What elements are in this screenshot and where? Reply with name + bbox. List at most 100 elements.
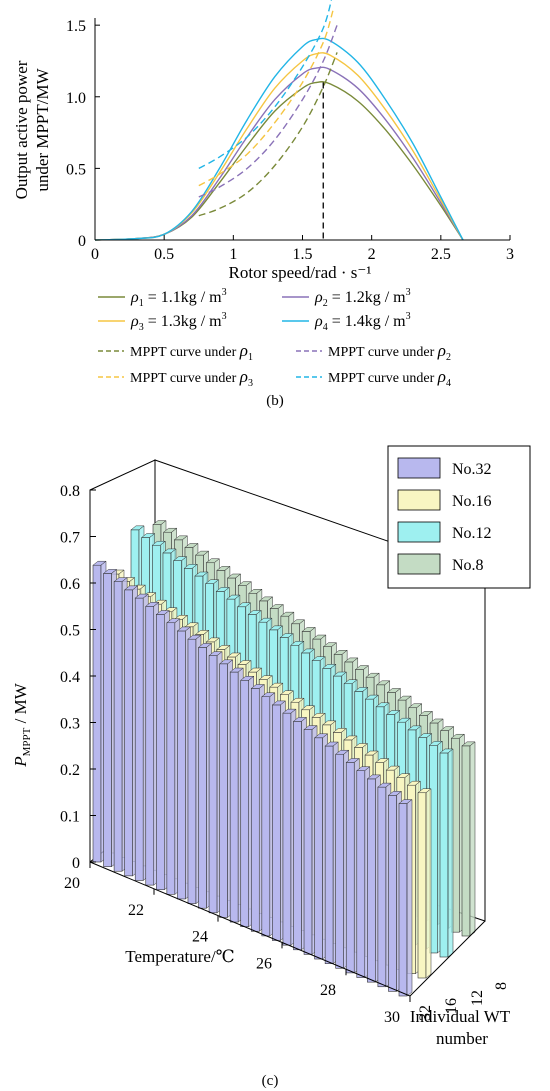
- legend-label: ρ2 = 1.2kg / m3: [314, 287, 411, 309]
- caption-b: (b): [266, 393, 284, 409]
- legend-label: No.12: [452, 525, 492, 542]
- x-tick-label: 0: [91, 246, 99, 263]
- bar-side-face: [406, 799, 413, 997]
- bar-no32-18: [272, 704, 281, 941]
- bar-no32-12: [208, 655, 218, 914]
- bar-no32-3: [113, 581, 123, 872]
- bar-no32-10: [187, 638, 197, 904]
- z-tick-label: 0.4: [60, 669, 80, 686]
- series-line-7: [198, 10, 334, 187]
- y-axis-label-c: Individual WT number: [410, 1007, 514, 1048]
- z-axis-label: PMPPT / MW: [11, 682, 33, 767]
- bar-no12-30: [439, 752, 449, 958]
- legend-swatch: [397, 553, 441, 575]
- series-line-6: [198, 24, 338, 198]
- bar-no32-15: [240, 679, 250, 927]
- legend-label: MPPT curve under ρ1: [130, 341, 253, 363]
- bar-no32-27: [367, 778, 376, 983]
- bar-no8-30: [461, 745, 471, 937]
- bar-no32-25: [345, 762, 355, 974]
- bar-no32-5: [134, 597, 144, 881]
- bar-no32-13: [219, 663, 228, 918]
- legend-b: ρ1 = 1.1kg / m3 ρ2 = 1.2kg / m3 ρ3 = 1.3kg…: [98, 287, 451, 389]
- z-tick-label: 0.2: [60, 762, 80, 779]
- y-tick-label: 1.5: [66, 18, 86, 35]
- bar-no32-24: [335, 753, 344, 969]
- y-tick-label: 12: [469, 990, 486, 1006]
- y-tick-label: 0: [78, 233, 86, 250]
- bar-no32-16: [250, 688, 260, 932]
- bar-no32-2: [103, 573, 112, 867]
- legend-label: MPPT curve under ρ2: [328, 341, 451, 363]
- x-tick-label: 3: [506, 246, 514, 263]
- y-axis-label-line1: Output active power: [12, 60, 31, 199]
- bar-no32-30: [398, 803, 408, 997]
- bar-no32-6: [145, 605, 155, 886]
- bar-no32-11: [198, 647, 207, 909]
- x-tick-label: 20: [64, 875, 80, 892]
- legend-c: No.32 No.16 No.12 No.8: [387, 445, 531, 589]
- x-tick-label: 1: [229, 246, 237, 263]
- legend-label: ρ3 = 1.3kg / m3: [130, 311, 227, 333]
- legend-swatch: [397, 457, 441, 479]
- legend-swatch: [397, 489, 441, 511]
- legend-label: ρ1 = 1.1kg / m3: [130, 287, 227, 309]
- x-tick-label: 30: [384, 1009, 400, 1026]
- bar-no32-23: [324, 745, 334, 964]
- x-tick-label: 22: [128, 902, 144, 919]
- y-tick-label: 8: [493, 982, 510, 990]
- bar-no32-19: [282, 712, 292, 946]
- bar-no32-28: [377, 786, 387, 988]
- x-tick-label: 26: [256, 955, 272, 972]
- bar-no16-30: [417, 792, 427, 979]
- legend-label: MPPT curve under ρ3: [130, 367, 253, 389]
- legend-label: MPPT curve under ρ4: [328, 367, 451, 389]
- bar-no32-20: [293, 721, 302, 951]
- bar-no32-14: [229, 671, 239, 923]
- y-tick-label: 0.5: [66, 161, 86, 178]
- x-axis-label-c: Temperature/℃: [125, 947, 234, 966]
- legend-label: No.16: [452, 493, 492, 510]
- legend-label: No.8: [452, 557, 484, 574]
- bar-no32-22: [314, 737, 323, 960]
- bar-no32-1: [92, 564, 102, 863]
- legend-label: ρ4 = 1.4kg / m3: [314, 311, 411, 333]
- bar-no32-26: [356, 770, 366, 978]
- y-tick-label: 32: [417, 1005, 434, 1021]
- y-axis-label-c-line1: Individual WT: [410, 1007, 511, 1026]
- x-tick-label: 2.5: [431, 246, 451, 263]
- legend-label: No.32: [452, 461, 492, 478]
- series-line-5: [198, 52, 338, 217]
- z-tick-label: 0.3: [60, 716, 80, 733]
- series-line-4: [94, 37, 464, 241]
- y-axis-line-3d: [409, 920, 486, 997]
- series-line-3: [94, 52, 464, 241]
- z-tick-label: 0.8: [60, 483, 80, 500]
- bar-no32-8: [166, 622, 176, 895]
- z-tick-label: 0.6: [60, 576, 80, 593]
- y-tick-label: 16: [443, 998, 460, 1014]
- bar-no32-7: [156, 614, 165, 891]
- x-tick-label: 2: [368, 246, 376, 263]
- bar-side-face: [425, 788, 432, 979]
- y-tick-label: 1.0: [66, 90, 86, 107]
- chart-b: 0 0.5 1 1.5 2 2.5 3 0 0.5 1.0 1.5 Rotor speed/rad …: [12, 0, 514, 409]
- legend-swatch: [397, 521, 441, 543]
- y-axis-label-c-line2: number: [436, 1029, 488, 1048]
- series-line-8: [198, 0, 333, 170]
- x-tick-label: 0.5: [154, 246, 174, 263]
- x-axis-line-3d: [89, 861, 411, 997]
- bar-no32-9: [177, 630, 186, 900]
- x-tick-label: 1.5: [293, 246, 313, 263]
- bar-no32-21: [303, 729, 313, 955]
- z-tick-label: 0.5: [60, 623, 80, 640]
- x-tick-label: 24: [192, 929, 208, 946]
- x-axis-label: Rotor speed/rad · s⁻¹: [229, 263, 372, 282]
- chart-c: 0 0.1 0.2 0.3 0.4 0.5 0.6 0.7 0.8 20 22 24 26 28 30 32 1…: [11, 445, 531, 1089]
- z-tick-label: 0: [72, 855, 80, 872]
- bar-side-face: [447, 748, 454, 958]
- y-axis-label-line2: under MPPT/MW: [33, 67, 52, 191]
- bar-no32-17: [261, 696, 271, 937]
- series-line-2: [94, 66, 464, 241]
